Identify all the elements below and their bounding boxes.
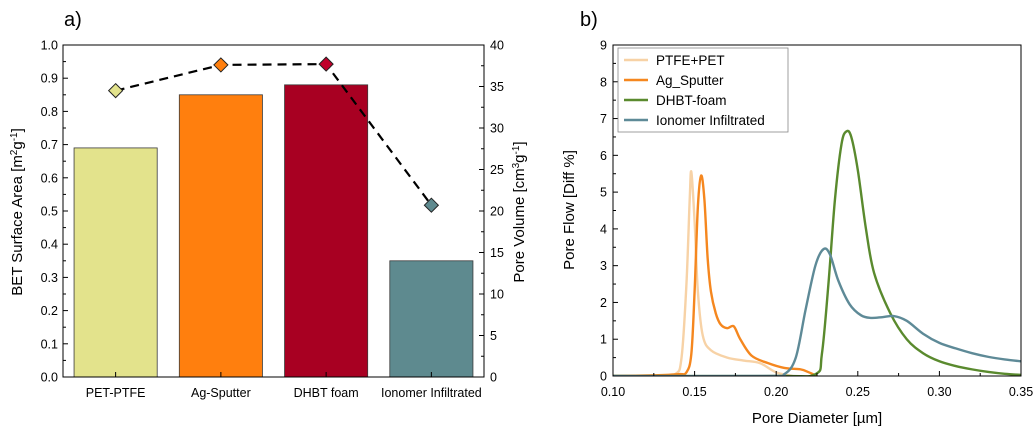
panel-a-y-axis-label-end: ]	[9, 128, 26, 132]
legend-label-4: Ionomer Infiltrated	[656, 113, 765, 128]
x-tick-label: 0.10	[601, 385, 625, 399]
category-label: PET-PTFE	[86, 386, 146, 400]
category-label: Ag-Sputter	[191, 386, 251, 400]
y-tick-label: 9	[600, 39, 607, 53]
series-line-3	[613, 129, 1021, 376]
y-tick-label: 2	[600, 296, 607, 310]
pore-volume-marker-4	[423, 197, 440, 213]
panel-b-label: b)	[580, 9, 598, 31]
legend-label-2: Ag_Sputter	[656, 73, 724, 88]
panel-a-y2-axis-label-mid: g	[511, 154, 528, 162]
pore-volume-marker-1	[107, 82, 124, 99]
y-tick-label: 0.5	[41, 205, 58, 219]
y-tick-label: 0.6	[41, 171, 58, 185]
y-tick-label: 0.3	[41, 271, 58, 285]
panel-a-y2-axis-label-main: Pore Volume [cm	[511, 168, 528, 282]
bar-1	[73, 147, 158, 378]
legend-label-3: DHBT-foam	[656, 93, 727, 108]
category-label: Ionomer Infiltrated	[381, 386, 482, 400]
panel-a-y-axis-label: BET Surface Area [m2g-1]	[9, 128, 27, 296]
y-tick-label: 0.8	[41, 105, 58, 119]
panel-b-x-axis-label: Pore Diameter [µm]	[752, 410, 882, 427]
panel-a-y-axis-label-sup1: 2	[9, 149, 20, 155]
bar-4	[389, 260, 474, 378]
y2-tick-label: 10	[490, 288, 504, 302]
y-tick-label: 5	[600, 186, 607, 200]
panel-a-y-axis-label-main: BET Surface Area [m	[9, 155, 26, 296]
y2-tick-label: 20	[490, 205, 504, 219]
pore-volume-marker-2	[213, 57, 229, 73]
y-tick-label: 8	[600, 75, 607, 89]
panel-b-plot: 0 1 2 3 4 5 6 7 8 9 0.10 0.15 0.20 0.25 0.30 0.35 PTFE+P…	[600, 39, 1033, 400]
x-tick-label: 0.25	[846, 385, 870, 399]
y-tick-label: 0	[600, 370, 607, 384]
legend-label-1: PTFE+PET	[656, 53, 725, 68]
y-tick-label: 1.0	[41, 39, 58, 53]
series-line-2	[613, 174, 818, 376]
panel-a-y-axis-label-sup2: -1	[9, 132, 20, 141]
x-tick-label: 0.15	[682, 385, 706, 399]
category-label: DHBT foam	[294, 386, 359, 400]
y-tick-label: 7	[600, 112, 607, 126]
y-tick-label: 1	[600, 333, 607, 347]
pore-volume-marker-3	[318, 56, 334, 72]
x-tick-label: 0.35	[1009, 385, 1033, 399]
y2-tick-label: 0	[490, 371, 497, 385]
x-tick-label: 0.20	[764, 385, 788, 399]
panel-b-y-axis-label: Pore Flow [Diff %]	[561, 150, 578, 270]
y-tick-label: 0.9	[41, 72, 58, 86]
panel-a-y2-axis-label-sup1: 3	[511, 162, 522, 168]
y-tick-label: 3	[600, 259, 607, 273]
series-line-4	[613, 247, 1021, 376]
y2-tick-label: 40	[490, 39, 504, 53]
y-tick-label: 0.4	[41, 238, 58, 252]
y2-tick-label: 35	[490, 80, 504, 94]
bar-2	[178, 94, 263, 378]
legend-box	[617, 47, 789, 133]
x-tick-label: 0.30	[927, 385, 951, 399]
panel-a-label: a)	[64, 9, 82, 31]
y-tick-label: 0.0	[41, 371, 58, 385]
panel-a-plot: 0.0 0.1 0.2 0.3 0.4 0.5 0.6 0.7 0.8 0.9 1.0 0 5 10 15 2…	[41, 39, 504, 401]
pore-volume-line	[115, 62, 433, 206]
y2-tick-label: 5	[490, 329, 497, 343]
y2-tick-label: 30	[490, 122, 504, 136]
y-tick-label: 0.1	[41, 337, 58, 351]
panel-a-y-axis-label-mid: g	[9, 141, 26, 149]
bar-3	[284, 84, 369, 378]
y-tick-label: 4	[600, 222, 607, 236]
panel-a-y2-axis-label: Pore Volume [cm3g-1]	[511, 141, 529, 282]
panel-a-y2-axis-label-sup2: -1	[511, 145, 522, 154]
series-line-1	[613, 170, 793, 376]
y2-tick-label: 15	[490, 246, 504, 260]
panel-a-y2-axis-label-end: ]	[511, 141, 528, 145]
y2-tick-label: 25	[490, 163, 504, 177]
y-tick-label: 6	[600, 149, 607, 163]
y-tick-label: 0.7	[41, 138, 58, 152]
y-tick-label: 0.2	[41, 304, 58, 318]
